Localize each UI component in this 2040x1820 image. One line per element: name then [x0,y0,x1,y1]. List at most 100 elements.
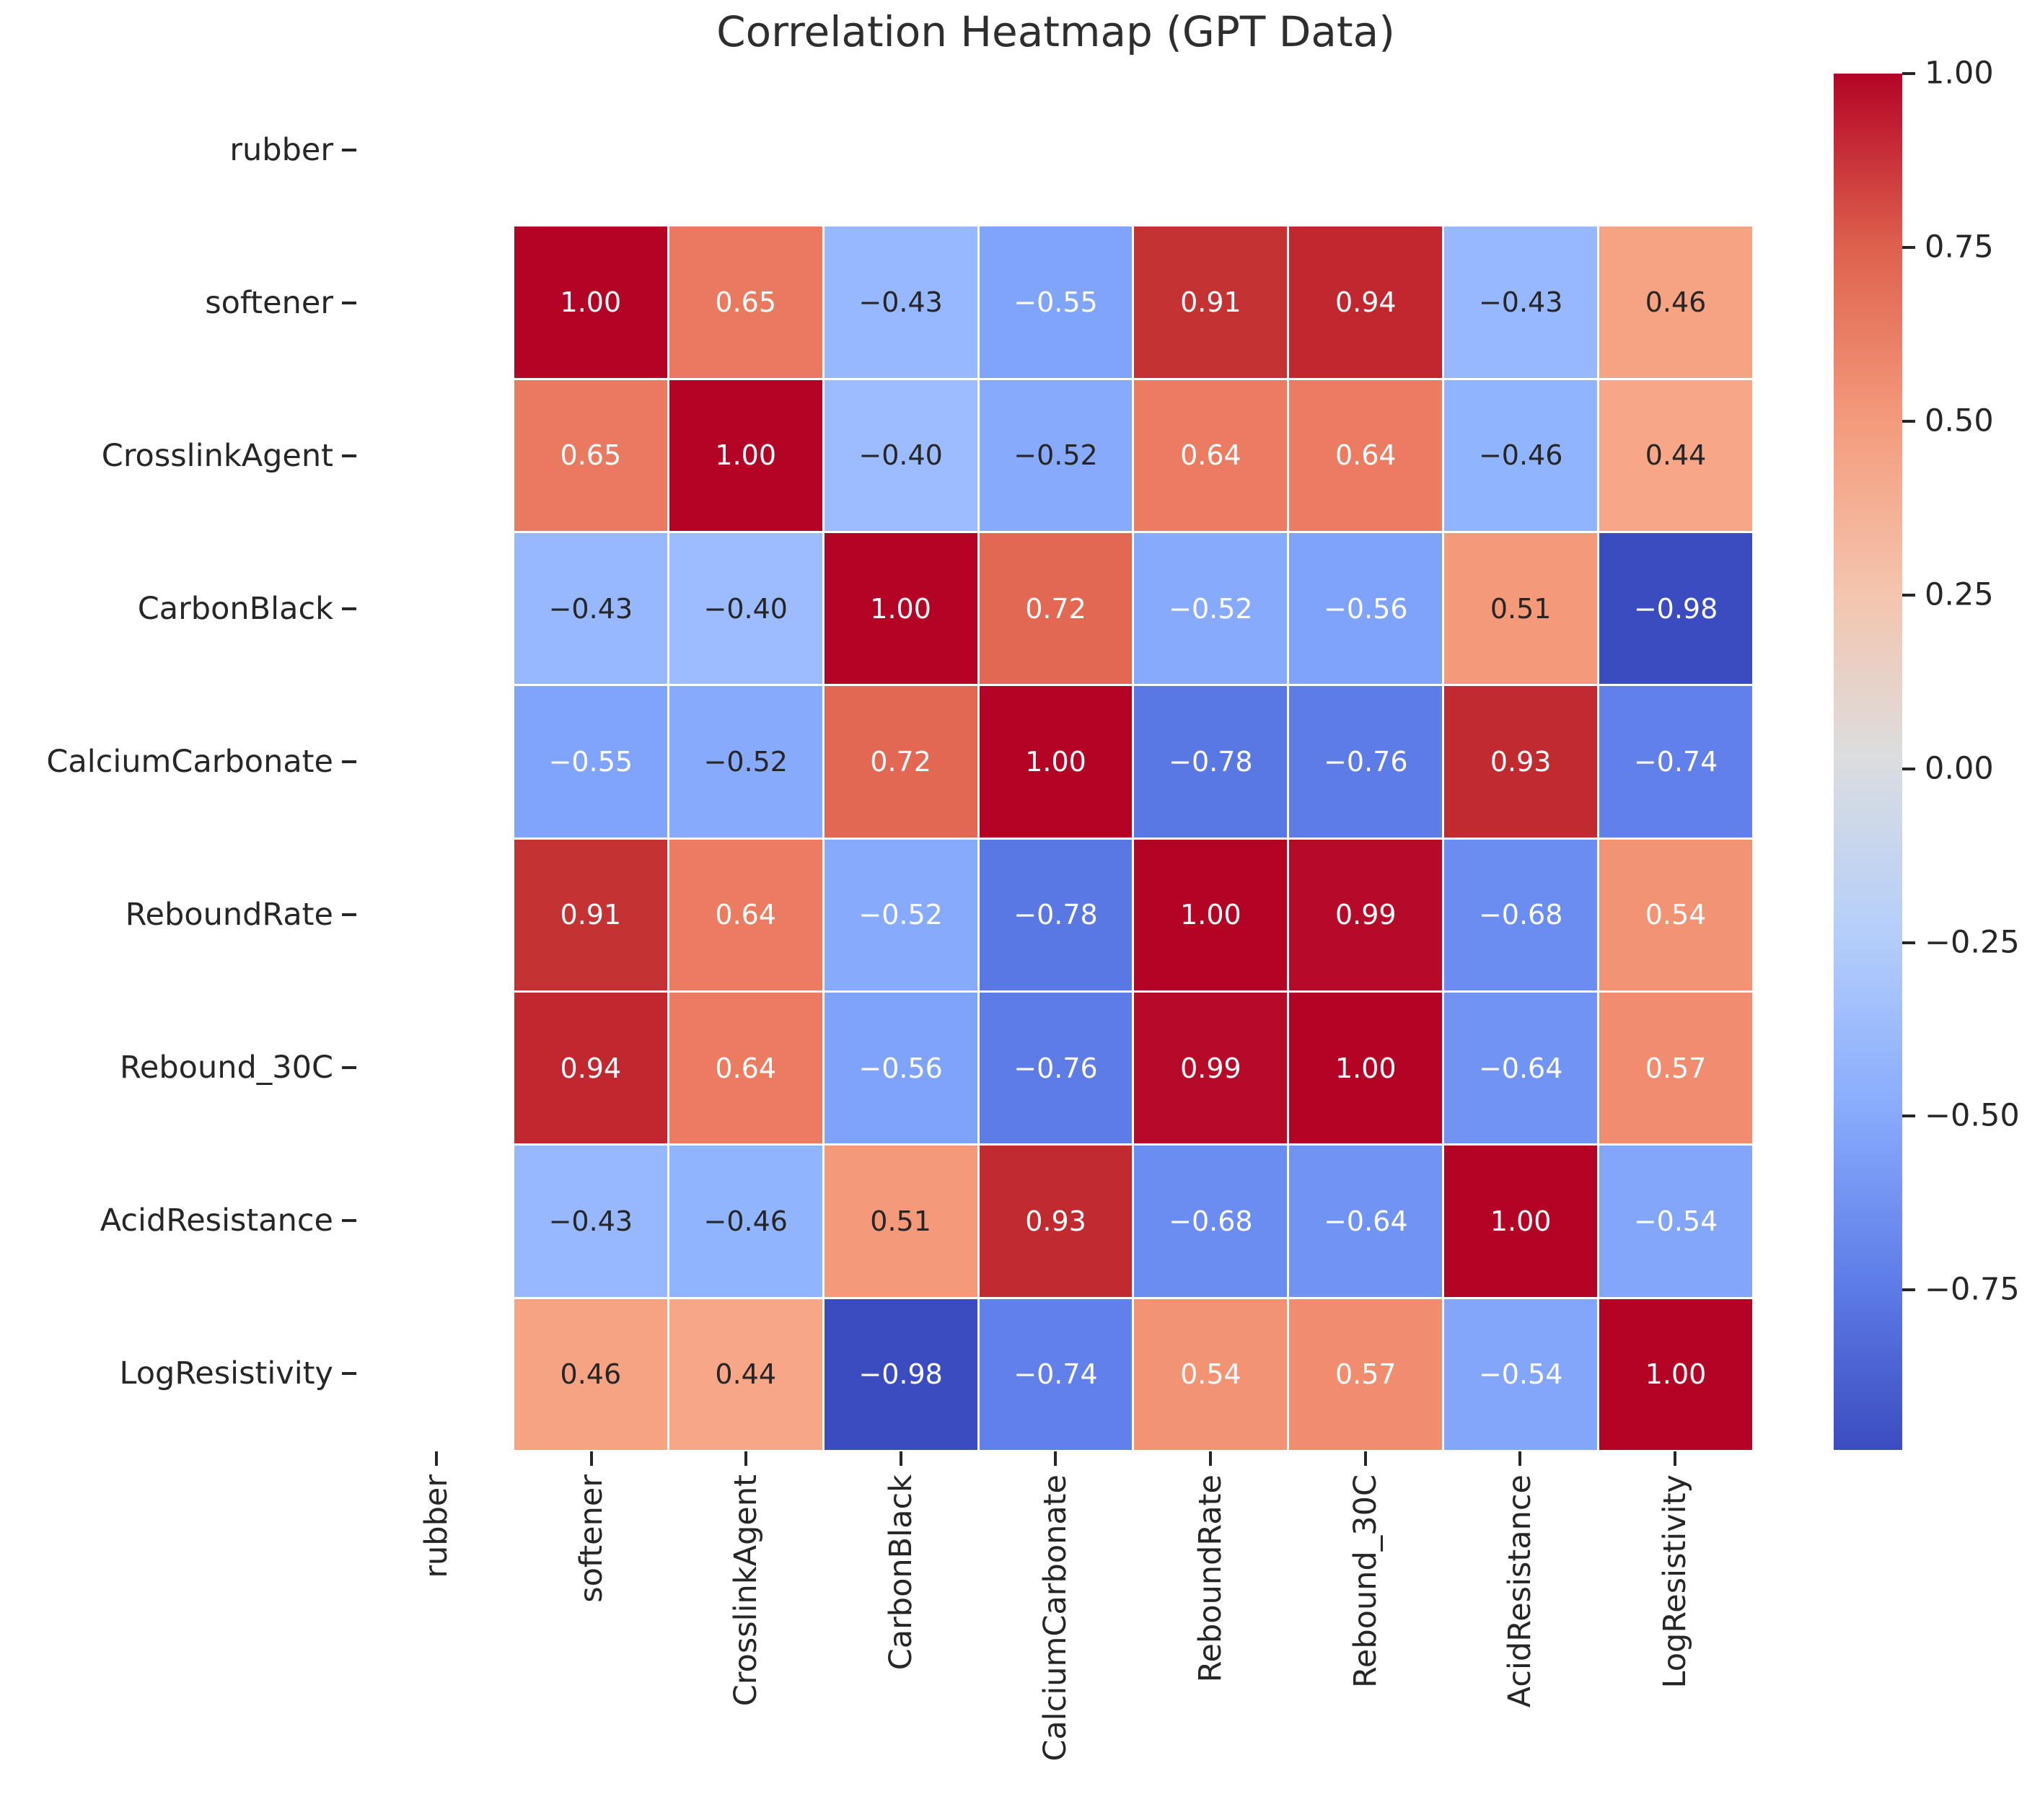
heatmap-cell: 1.00 [1599,1298,1752,1450]
heatmap-cell: −0.43 [824,227,977,378]
heatmap-cell: 0.44 [669,1298,822,1450]
heatmap-cell: 0.91 [1134,227,1288,378]
heatmap-cell [359,686,512,837]
x-axis-label: AcidResistance [1502,1474,1539,1708]
heatmap-cell: 0.64 [1289,379,1443,531]
heatmap-cell: 0.99 [1289,839,1443,990]
heatmap-cell: −0.56 [824,992,977,1144]
x-axis-label: rubber [418,1474,455,1578]
y-tick-mark [342,227,356,379]
heatmap-cell [359,993,512,1143]
heatmap-cell [359,380,512,531]
y-tick-mark [342,1144,356,1297]
heatmap-cell: 0.72 [824,686,977,838]
x-axis-labels: rubber softener CrosslinkAgent CarbonBlack C… [359,1474,1752,1817]
heatmap-cell [1134,74,1287,224]
y-axis-label: LogResistivity [119,1355,333,1392]
heatmap-cell: −0.64 [1289,1146,1443,1297]
x-tick-mark [1597,1451,1752,1466]
y-tick-mark [342,532,356,685]
heatmap-cell [359,1146,512,1296]
heatmap-cell: −0.43 [1444,227,1598,378]
colorbar-tick-label: 0.00 [1925,750,1994,787]
heatmap-cell [359,74,512,224]
x-tick-mark [1443,1451,1598,1466]
heatmap-cell: −0.43 [514,532,667,685]
x-tick-mark [359,1451,514,1466]
y-axis-labels: rubber softener CrosslinkAgent CarbonBlack C… [0,74,333,1450]
heatmap-cell [514,74,667,224]
colorbar-tick-mark [1902,593,1915,597]
y-axis-label: CrosslinkAgent [101,438,333,474]
heatmap-cell [1289,74,1442,224]
heatmap-cell: 0.94 [1289,227,1443,378]
x-tick-mark [824,1451,979,1466]
colorbar-tick-mark [1902,1288,1915,1292]
heatmap-cell: 0.99 [1134,992,1288,1144]
heatmap-cell [359,840,512,990]
heatmap-cell: −0.98 [824,1298,977,1450]
heatmap-cell: 0.46 [1599,227,1752,378]
heatmap-cell: −0.54 [1599,1146,1752,1297]
colorbar-tick-label: −0.75 [1925,1271,2020,1308]
colorbar-tick-label: 0.25 [1925,576,1994,613]
heatmap-cell [1444,74,1597,224]
heatmap-cell: 1.00 [824,532,977,685]
y-tick-mark [342,838,356,991]
heatmap-cell: 1.00 [514,227,667,378]
heatmap-cell: 0.72 [979,532,1133,685]
colorbar-tick-label: 0.75 [1925,229,1994,265]
y-axis-label: CarbonBlack [137,591,333,627]
heatmap-cell: −0.68 [1134,1146,1288,1297]
heatmap-cell [359,533,512,684]
heatmap-cell: −0.52 [824,839,977,990]
heatmap-cell: −0.40 [669,532,822,685]
heatmap-cell: 0.54 [1134,1298,1288,1450]
heatmap-cell: −0.52 [669,686,822,838]
heatmap-cell: −0.98 [1599,532,1752,685]
x-tick-mark [514,1451,669,1466]
heatmap-cell: −0.64 [1444,992,1598,1144]
heatmap-cell: 1.00 [1444,1146,1598,1297]
colorbar-tick-label: −0.50 [1925,1097,2020,1134]
heatmap-cell: 0.93 [979,1146,1133,1297]
heatmap-cell: 0.91 [514,839,667,990]
x-axis-label: CalciumCarbonate [1037,1474,1074,1762]
heatmap-cell: −0.43 [514,1146,667,1297]
heatmap-cell: −0.40 [824,379,977,531]
heatmap-cell: 0.64 [1134,379,1288,531]
y-tick-mark [342,74,356,227]
heatmap-cell: −0.78 [1134,686,1288,838]
heatmap-cell: −0.74 [979,1298,1133,1450]
y-tick-mark [342,685,356,838]
y-axis-label: AcidResistance [100,1203,333,1239]
heatmap-cell [980,74,1133,224]
heatmap-cell: 0.64 [669,839,822,990]
heatmap-cell: −0.78 [979,839,1133,990]
heatmap-cell: 0.46 [514,1298,667,1450]
heatmap-cell: 0.57 [1599,992,1752,1144]
colorbar-tick-mark [1902,419,1915,423]
heatmap-cell: −0.76 [979,992,1133,1144]
heatmap-cell: 1.00 [1289,992,1443,1144]
heatmap-cell: 0.65 [669,227,822,378]
y-tick-mark [342,991,356,1144]
heatmap-cell [669,74,822,224]
y-axis-label: ReboundRate [125,897,333,933]
y-axis-label: rubber [229,132,333,168]
x-tick-mark [1133,1451,1288,1466]
chart-title: Correlation Heatmap (GPT Data) [716,7,1395,56]
heatmap-cell: −0.55 [979,227,1133,378]
heatmap-cell [825,74,977,224]
x-axis-label: CarbonBlack [882,1474,919,1671]
y-axis-label: CalciumCarbonate [46,744,333,780]
colorbar-tick-label: 0.50 [1925,403,1994,439]
heatmap-cell: 0.94 [514,992,667,1144]
heatmap-cell [359,227,512,377]
x-axis-label: LogResistivity [1656,1474,1693,1689]
heatmap-cell: −0.46 [669,1146,822,1297]
colorbar-tick-mark [1902,1115,1915,1118]
colorbar-ticks: 1.00 0.75 0.50 0.25 0.00 −0.25 −0.50 −0.75 [1902,58,2039,1450]
heatmap-cell: 1.00 [1134,839,1288,990]
heatmap-cell: −0.54 [1444,1298,1598,1450]
